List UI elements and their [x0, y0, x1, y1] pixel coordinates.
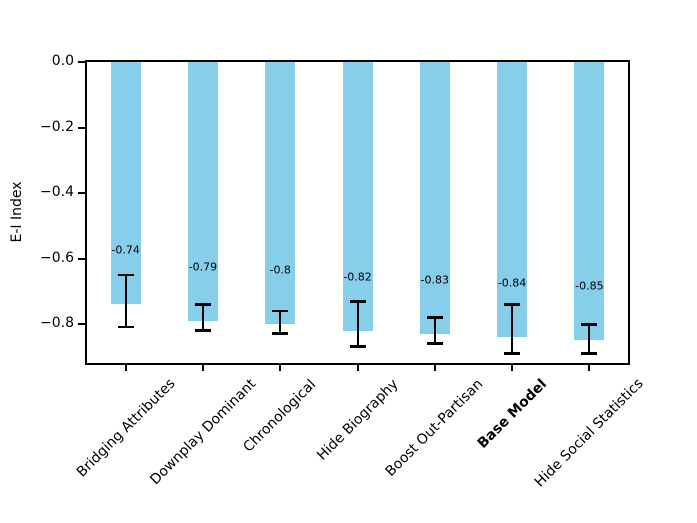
bar-value-label: -0.82 [343, 270, 372, 284]
x-tick-mark [588, 365, 591, 371]
bar [342, 62, 373, 331]
error-bar-cap [426, 316, 443, 319]
error-bar [124, 274, 127, 328]
error-bar [511, 304, 514, 354]
error-bar-cap [581, 352, 598, 355]
error-bar-cap [504, 303, 521, 306]
bar-value-label: -0.84 [497, 276, 527, 290]
bar [187, 62, 218, 321]
bar [265, 62, 296, 325]
error-bar-cap [272, 309, 289, 313]
x-tick-mark [433, 365, 436, 371]
y-tick-label: −0.2 [40, 118, 74, 135]
y-tick-label: −0.8 [40, 315, 74, 332]
y-tick-mark [78, 192, 85, 194]
x-tick-mark [201, 365, 204, 371]
error-bar [433, 317, 436, 344]
x-tick-label: Hide Social Statistics [532, 375, 647, 491]
error-bar [279, 310, 282, 334]
error-bar-cap [194, 329, 211, 332]
x-tick-label: Hide Biography [313, 376, 402, 464]
bar-value-label: -0.74 [111, 243, 140, 257]
y-tick-label: −0.6 [40, 249, 74, 266]
y-tick-mark [78, 323, 85, 326]
y-axis-label: E-I Index [9, 181, 25, 243]
error-bar-cap [272, 332, 289, 335]
error-bar-cap [117, 273, 134, 277]
error-bar-cap [504, 352, 521, 355]
x-tick-mark [124, 365, 127, 371]
bar [574, 62, 605, 341]
error-bar-cap [194, 303, 211, 306]
error-bar-cap [349, 345, 366, 348]
y-tick-mark [78, 61, 85, 63]
y-tick-label: 0.0 [51, 53, 74, 69]
error-bar-cap [349, 300, 366, 303]
error-bar-cap [426, 342, 443, 345]
error-bar [356, 301, 359, 347]
x-tick-mark [511, 365, 514, 371]
error-bar-cap [117, 325, 134, 329]
bar-value-label: -0.8 [269, 263, 291, 277]
bar-value-label: -0.79 [188, 260, 218, 274]
bar [110, 62, 141, 305]
x-tick-mark [356, 365, 359, 371]
bar-value-label: -0.83 [420, 273, 450, 287]
y-tick-label: −0.4 [40, 184, 74, 200]
y-tick-mark [78, 257, 85, 260]
bar-value-label: -0.85 [575, 279, 604, 293]
error-bar [588, 324, 591, 354]
error-bar [201, 304, 204, 331]
bar [419, 62, 450, 334]
error-bar-cap [581, 323, 598, 326]
x-tick-mark [279, 365, 282, 371]
y-tick-mark [78, 126, 85, 129]
bar [497, 62, 528, 338]
x-tick-label: Boost Out-Partisan [382, 376, 487, 480]
